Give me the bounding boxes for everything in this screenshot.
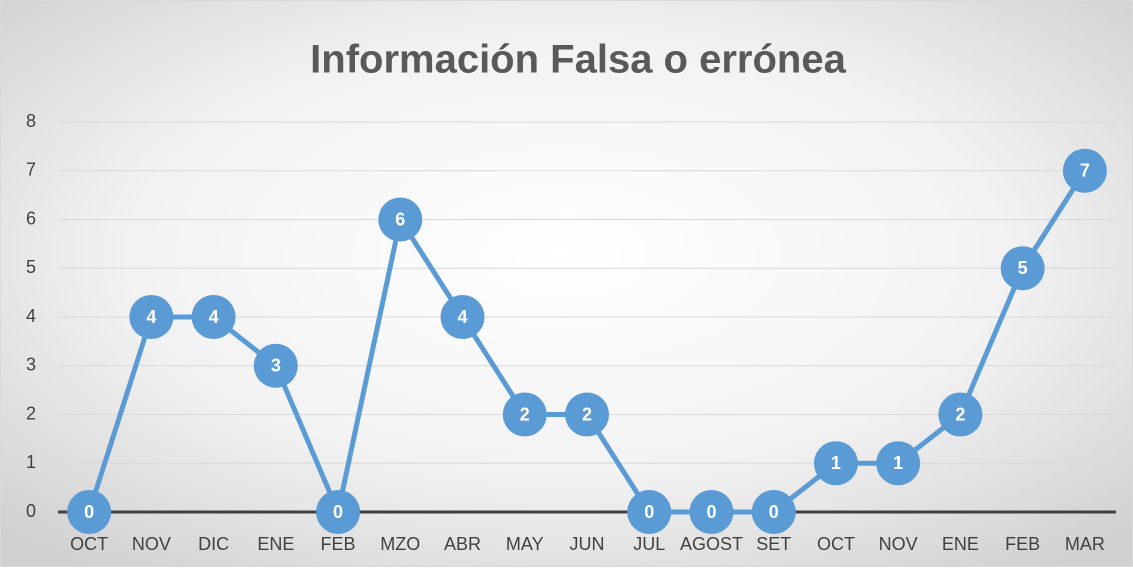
marker [1000, 246, 1045, 291]
marker [440, 295, 485, 339]
data-label: 0 [333, 502, 343, 522]
chart-title: Información Falsa o errónea [310, 38, 846, 82]
marker [378, 197, 423, 242]
data-label: 5 [1018, 258, 1028, 278]
x-tick-label: ABR [444, 534, 481, 554]
data-label: 0 [706, 502, 716, 522]
x-tick-label: JUL [633, 534, 665, 554]
data-label: 2 [520, 404, 530, 424]
y-tick-label: 4 [26, 306, 36, 326]
marker [502, 392, 547, 437]
x-tick-label: ENE [942, 534, 979, 554]
marker [938, 392, 983, 437]
data-label: 2 [582, 404, 592, 424]
x-tick-label: FEB [1005, 534, 1040, 554]
y-tick-label: 3 [26, 355, 36, 375]
x-tick-label: ENE [257, 534, 294, 554]
marker [1062, 148, 1107, 193]
x-tick-label: FEB [321, 534, 356, 554]
x-tick-label: JUN [570, 534, 605, 554]
marker [67, 490, 112, 534]
x-tick-label: MAR [1065, 534, 1105, 554]
data-label: 0 [769, 502, 779, 522]
x-tick-label: SET [756, 534, 791, 554]
marker [627, 490, 672, 534]
data-label: 7 [1080, 161, 1090, 181]
x-tick-label: AGOST [680, 534, 743, 554]
x-tick-label: OCT [70, 534, 108, 554]
marker [129, 295, 174, 339]
y-tick-label: 5 [26, 257, 36, 277]
data-label: 1 [893, 453, 903, 473]
y-tick-label: 0 [26, 501, 36, 521]
y-tick-label: 2 [26, 403, 36, 423]
y-tick-label: 7 [26, 160, 36, 180]
marker [253, 343, 298, 388]
y-tick-label: 8 [26, 111, 36, 131]
y-tick-label: 1 [26, 452, 36, 472]
x-tick-label: MAY [506, 534, 544, 554]
data-label: 0 [84, 502, 94, 522]
marker [689, 490, 734, 534]
marker [751, 490, 796, 534]
data-label: 1 [831, 453, 841, 473]
marker [565, 392, 609, 437]
marker [876, 441, 921, 486]
data-label: 4 [458, 307, 468, 327]
data-label: 4 [146, 307, 156, 327]
x-tick-label: NOV [879, 534, 918, 554]
x-tick-label: MZO [380, 534, 420, 554]
data-label: 3 [271, 356, 281, 376]
marker [813, 441, 858, 486]
x-tick-label: DIC [198, 534, 229, 554]
marker [316, 490, 361, 534]
y-tick-label: 6 [26, 208, 36, 228]
x-tick-label: OCT [817, 534, 855, 554]
data-label: 0 [644, 502, 654, 522]
data-label: 2 [955, 404, 965, 424]
marker [191, 295, 236, 339]
x-tick-label: NOV [132, 534, 171, 554]
data-label: 6 [395, 209, 405, 229]
data-label: 4 [209, 307, 219, 327]
